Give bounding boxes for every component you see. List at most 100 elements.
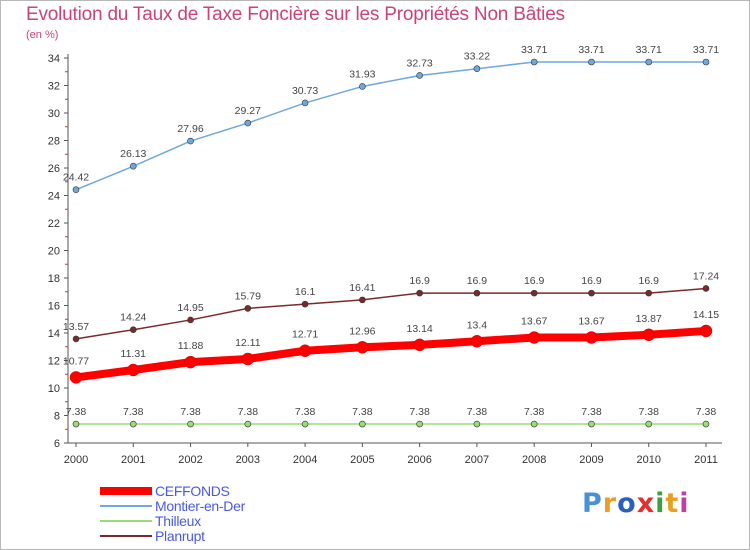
y-tick-label: 32 — [48, 81, 60, 93]
data-label: 13.87 — [636, 313, 662, 325]
data-label: 12.71 — [292, 329, 318, 341]
data-label: 31.93 — [349, 68, 375, 80]
data-point — [642, 328, 655, 342]
x-tick-label: 2003 — [236, 454, 260, 466]
x-tick-label: 2001 — [121, 454, 145, 466]
data-point — [413, 338, 426, 352]
data-label: 7.38 — [581, 406, 602, 418]
data-point — [473, 65, 481, 73]
data-label: 14.15 — [693, 309, 719, 321]
x-tick-label: 2002 — [178, 454, 202, 466]
data-label: 7.38 — [295, 406, 316, 418]
data-point — [588, 289, 595, 297]
data-point — [473, 420, 481, 428]
data-label: 7.38 — [66, 406, 87, 418]
data-label: 17.24 — [693, 270, 719, 282]
data-point — [527, 331, 541, 344]
data-point — [129, 162, 137, 170]
data-point — [645, 58, 653, 66]
data-label: 16.9 — [409, 275, 430, 287]
data-point — [129, 420, 137, 428]
data-point — [72, 186, 80, 194]
data-label: 11.31 — [121, 348, 147, 360]
data-label: 13.57 — [63, 321, 89, 333]
x-tick-label: 2004 — [293, 454, 317, 466]
y-tick-label: 34 — [48, 53, 60, 65]
data-point — [244, 119, 252, 127]
legend-label: Planrupt — [155, 528, 205, 544]
data-label: 10.77 — [63, 355, 89, 367]
data-point — [416, 289, 423, 297]
data-label: 33.71 — [521, 44, 547, 56]
x-tick-label: 2005 — [350, 454, 374, 466]
data-point — [359, 83, 366, 90]
logo-letter: x — [636, 488, 656, 519]
y-tick-label: 22 — [48, 218, 60, 230]
data-label: 13.14 — [406, 323, 432, 335]
y-tick-label: 26 — [48, 163, 60, 175]
logo-letter: i — [655, 488, 666, 519]
x-tick-label: 2000 — [64, 454, 88, 466]
y-tick-label: 8 — [54, 411, 60, 423]
y-tick-label: 10 — [48, 383, 60, 395]
data-point — [187, 316, 194, 324]
y-tick-label: 18 — [48, 273, 60, 285]
data-label: 7.38 — [352, 406, 373, 418]
data-point — [699, 324, 713, 338]
data-label: 33.71 — [578, 44, 604, 56]
legend-label: Thilleux — [155, 513, 201, 529]
data-point — [585, 331, 598, 344]
data-label: 11.88 — [178, 340, 204, 352]
data-point — [473, 289, 481, 297]
legend-label: Montier-en-Der — [155, 498, 245, 514]
y-tick-label: 30 — [48, 108, 60, 120]
series-layer — [69, 58, 713, 428]
data-point — [184, 355, 197, 369]
x-tick-label: 2007 — [465, 454, 489, 466]
data-label: 7.38 — [696, 406, 717, 418]
data-label: 29.27 — [235, 105, 261, 117]
data-label: 26.13 — [120, 148, 146, 160]
logo-letter: t — [665, 488, 680, 519]
y-tick-label: 24 — [48, 191, 60, 203]
data-label: 7.38 — [180, 406, 201, 418]
data-label: 16.9 — [581, 275, 602, 287]
data-point — [187, 137, 194, 145]
x-tick-label: 2009 — [579, 454, 603, 466]
proxiti-logo: Proxiti — [582, 488, 690, 519]
data-point — [241, 352, 255, 366]
data-label: 7.38 — [409, 406, 430, 418]
data-point — [72, 335, 80, 343]
data-point — [645, 420, 653, 428]
data-point — [359, 420, 366, 428]
x-tick-label: 2011 — [694, 454, 718, 466]
chart-title: Evolution du Taux de Taxe Foncière sur l… — [26, 4, 565, 25]
series-line-montier-en-der — [75, 61, 707, 191]
logo-letter: i — [679, 488, 690, 519]
y-tick-label: 16 — [48, 301, 60, 313]
y-tick-label: 6 — [54, 438, 60, 450]
data-point — [129, 326, 137, 334]
data-point — [702, 285, 710, 292]
data-labels-layer: 10.77 11.31 11.88 12.11 12.71 12.96 13.14 13.4 1… — [63, 44, 719, 418]
data-label: 15.79 — [235, 290, 261, 302]
legend-swatch — [100, 505, 152, 507]
data-label: 14.95 — [177, 302, 203, 314]
legend-label: CEFFONDS — [155, 483, 230, 499]
legend-swatch — [100, 487, 152, 495]
chart-subtitle: (en %) — [26, 29, 59, 41]
legend-swatch — [100, 535, 152, 537]
data-label: 7.38 — [639, 406, 660, 418]
data-label: 13.67 — [578, 316, 604, 328]
data-label: 16.9 — [639, 275, 660, 287]
data-point — [298, 344, 312, 357]
data-point — [702, 58, 710, 66]
series-line-planrupt — [75, 287, 707, 340]
data-label: 16.1 — [295, 286, 316, 298]
data-point — [470, 335, 484, 348]
data-point — [588, 58, 595, 66]
data-point — [530, 289, 538, 297]
data-label: 12.11 — [235, 337, 261, 349]
data-label: 30.73 — [292, 85, 318, 97]
